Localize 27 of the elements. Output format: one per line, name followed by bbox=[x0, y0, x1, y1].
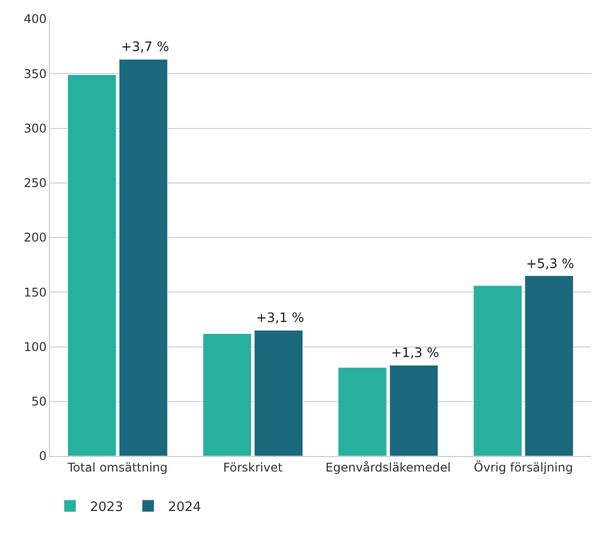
legend-label: 2023 bbox=[90, 500, 124, 515]
bar bbox=[202, 333, 252, 456]
x-tick-label: Förskrivet bbox=[223, 460, 283, 474]
bar bbox=[338, 367, 387, 456]
y-tick-label: 50 bbox=[31, 394, 47, 409]
bar bbox=[473, 285, 522, 456]
bar bbox=[254, 330, 303, 456]
bar bbox=[68, 74, 116, 456]
y-tick-label: 400 bbox=[24, 12, 47, 26]
annotation: +3,1 % bbox=[256, 311, 304, 326]
x-tick-label: Övrig försäljning bbox=[474, 460, 573, 474]
y-tick-label: 250 bbox=[24, 176, 47, 190]
bar bbox=[389, 365, 438, 456]
y-tick-label: 350 bbox=[24, 66, 47, 81]
annotation: +1,3 % bbox=[391, 346, 440, 361]
y-tick-label: 100 bbox=[24, 340, 47, 354]
bar bbox=[524, 275, 574, 456]
y-tick-label: 300 bbox=[24, 121, 47, 136]
y-tick-label: 0 bbox=[38, 449, 47, 464]
y-tick-label: 150 bbox=[24, 285, 47, 300]
legend-label: 2024 bbox=[168, 500, 202, 515]
bar bbox=[118, 59, 168, 456]
y-tick-label: 200 bbox=[24, 230, 47, 245]
x-tick-label: Total omsättning bbox=[66, 460, 168, 474]
annotation: +5,3 % bbox=[526, 257, 574, 272]
x-tick-label: Egenvårdsläkemedel bbox=[326, 460, 451, 474]
annotation: +3,7 % bbox=[121, 40, 170, 55]
